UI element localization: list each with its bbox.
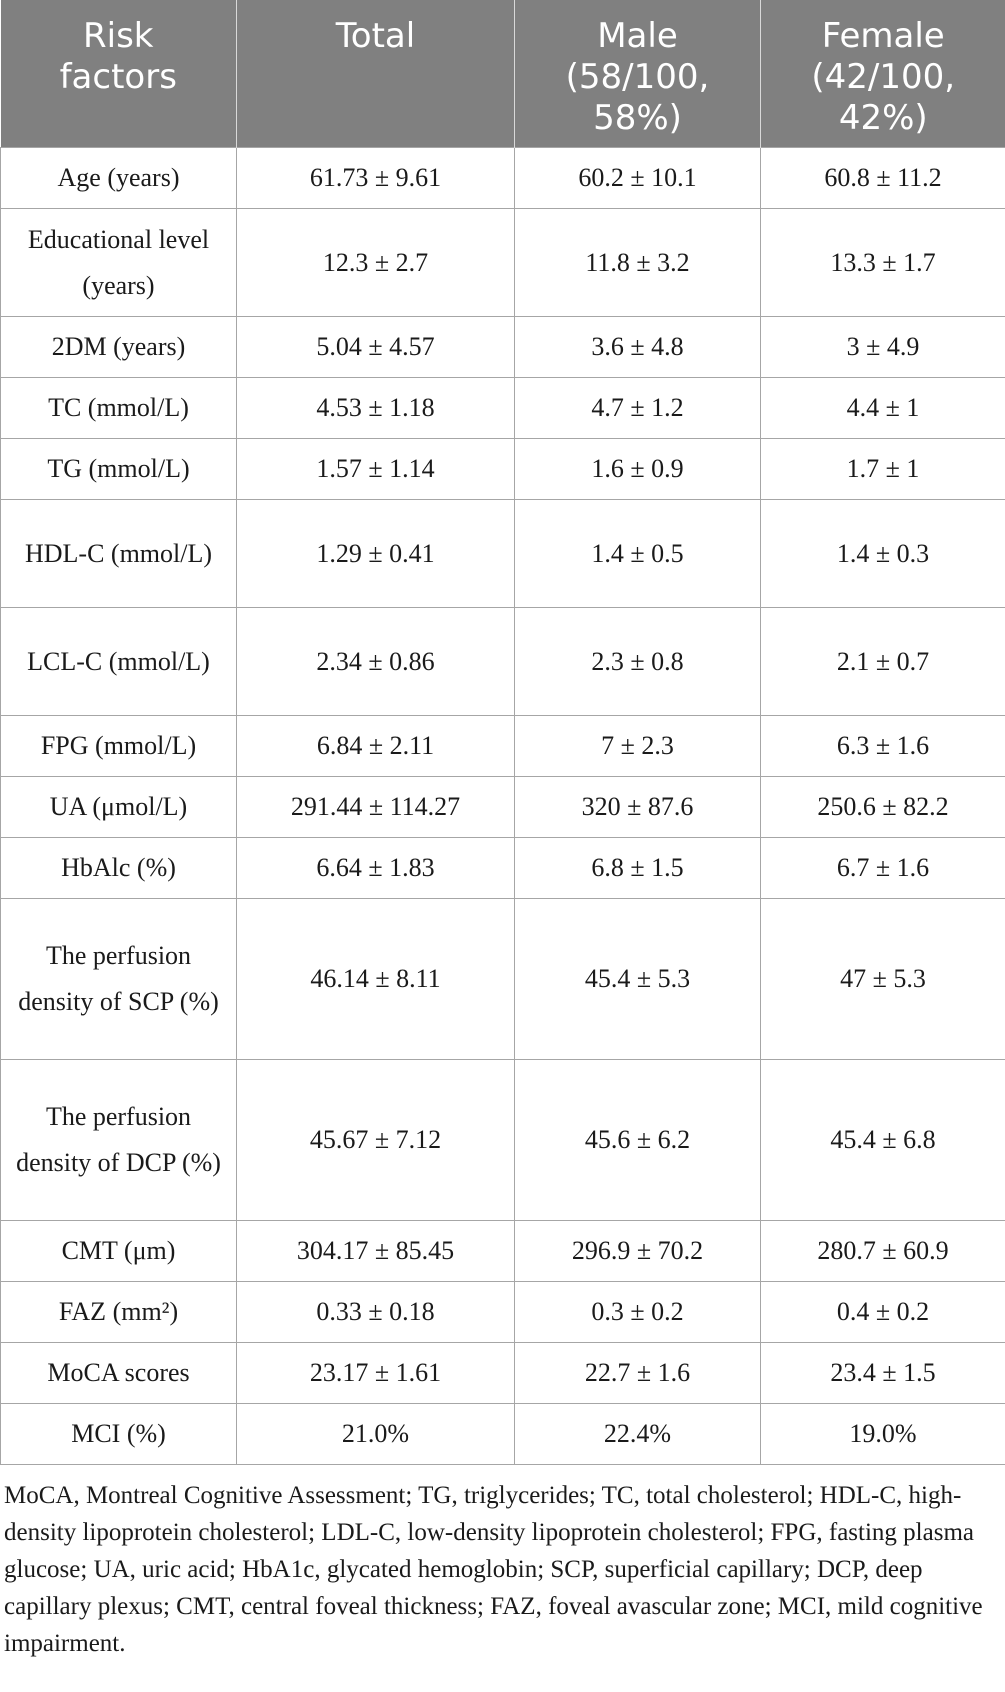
cell-total: 1.57 ± 1.14 (236, 438, 515, 500)
cell-female: 3 ± 4.9 (760, 316, 1005, 378)
table-row: UA (μmol/L) 291.44 ± 114.27 320 ± 87.6 250.… (0, 776, 1005, 838)
cell-female: 6.3 ± 1.6 (760, 715, 1005, 777)
cell-total: 21.0% (236, 1403, 515, 1465)
table-row: Educational level (years) 12.3 ± 2.7 11.8 … (0, 208, 1005, 317)
table-row: MoCA scores 23.17 ± 1.61 22.7 ± 1.6 23.4 ± … (0, 1342, 1005, 1404)
header-row: Risk factors Total Male (58/100, 58%) Femal… (0, 0, 1005, 148)
cell-male: 60.2 ± 10.1 (514, 147, 761, 209)
cell-male: 4.7 ± 1.2 (514, 377, 761, 439)
cell-total: 4.53 ± 1.18 (236, 377, 515, 439)
table-row: CMT (μm) 304.17 ± 85.45 296.9 ± 70.2 280.7 … (0, 1220, 1005, 1282)
row-label: LCL-C (mmol/L) (0, 607, 237, 716)
row-label: FPG (mmol/L) (0, 715, 237, 777)
cell-total: 6.84 ± 2.11 (236, 715, 515, 777)
cell-female: 2.1 ± 0.7 (760, 607, 1005, 716)
cell-male: 7 ± 2.3 (514, 715, 761, 777)
cell-total: 2.34 ± 0.86 (236, 607, 515, 716)
table-row: HDL-C (mmol/L) 1.29 ± 0.41 1.4 ± 0.5 1.4 ± … (0, 499, 1005, 608)
table-body: Age (years) 61.73 ± 9.61 60.2 ± 10.1 60.8 ±… (0, 147, 1005, 1465)
row-label: FAZ (mm²) (0, 1281, 237, 1343)
risk-factors-table: Risk factors Total Male (58/100, 58%) Femal… (0, 0, 1005, 1465)
table-row: HbAlc (%) 6.64 ± 1.83 6.8 ± 1.5 6.7 ± 1.6 (0, 837, 1005, 899)
cell-total: 12.3 ± 2.7 (236, 208, 515, 317)
header-risk-factors: Risk factors (0, 0, 237, 148)
row-label: MoCA scores (0, 1342, 237, 1404)
cell-total: 304.17 ± 85.45 (236, 1220, 515, 1282)
cell-female: 47 ± 5.3 (760, 898, 1005, 1060)
cell-female: 0.4 ± 0.2 (760, 1281, 1005, 1343)
cell-female: 23.4 ± 1.5 (760, 1342, 1005, 1404)
cell-male: 22.7 ± 1.6 (514, 1342, 761, 1404)
cell-female: 60.8 ± 11.2 (760, 147, 1005, 209)
cell-female: 45.4 ± 6.8 (760, 1059, 1005, 1221)
table-header: Risk factors Total Male (58/100, 58%) Femal… (0, 0, 1005, 148)
cell-female: 19.0% (760, 1403, 1005, 1465)
row-label: MCI (%) (0, 1403, 237, 1465)
cell-total: 6.64 ± 1.83 (236, 837, 515, 899)
table-row: MCI (%) 21.0% 22.4% 19.0% (0, 1403, 1005, 1465)
header-male: Male (58/100, 58%) (514, 0, 761, 148)
cell-female: 250.6 ± 82.2 (760, 776, 1005, 838)
cell-total: 5.04 ± 4.57 (236, 316, 515, 378)
cell-total: 23.17 ± 1.61 (236, 1342, 515, 1404)
table-row: Age (years) 61.73 ± 9.61 60.2 ± 10.1 60.8 ±… (0, 147, 1005, 209)
row-label: UA (μmol/L) (0, 776, 237, 838)
table-row: The perfusion density of SCP (%) 46.14 ± … (0, 898, 1005, 1060)
row-label: Age (years) (0, 147, 237, 209)
table-row: FPG (mmol/L) 6.84 ± 2.11 7 ± 2.3 6.3 ± 1.6 (0, 715, 1005, 777)
row-label: CMT (μm) (0, 1220, 237, 1282)
row-label: HbAlc (%) (0, 837, 237, 899)
table-row: FAZ (mm²) 0.33 ± 0.18 0.3 ± 0.2 0.4 ± 0.2 (0, 1281, 1005, 1343)
cell-male: 1.6 ± 0.9 (514, 438, 761, 500)
row-label: Educational level (years) (0, 208, 237, 317)
row-label: HDL-C (mmol/L) (0, 499, 237, 608)
cell-total: 291.44 ± 114.27 (236, 776, 515, 838)
header-total: Total (236, 0, 515, 148)
cell-male: 11.8 ± 3.2 (514, 208, 761, 317)
row-label: TC (mmol/L) (0, 377, 237, 439)
row-label: 2DM (years) (0, 316, 237, 378)
cell-male: 320 ± 87.6 (514, 776, 761, 838)
cell-male: 1.4 ± 0.5 (514, 499, 761, 608)
table-row: TC (mmol/L) 4.53 ± 1.18 4.7 ± 1.2 4.4 ± 1 (0, 377, 1005, 439)
cell-female: 13.3 ± 1.7 (760, 208, 1005, 317)
cell-female: 4.4 ± 1 (760, 377, 1005, 439)
cell-female: 1.7 ± 1 (760, 438, 1005, 500)
cell-female: 280.7 ± 60.9 (760, 1220, 1005, 1282)
table-row: TG (mmol/L) 1.57 ± 1.14 1.6 ± 0.9 1.7 ± 1 (0, 438, 1005, 500)
header-female: Female (42/100, 42%) (760, 0, 1005, 148)
cell-total: 61.73 ± 9.61 (236, 147, 515, 209)
cell-male: 45.4 ± 5.3 (514, 898, 761, 1060)
cell-female: 1.4 ± 0.3 (760, 499, 1005, 608)
cell-total: 46.14 ± 8.11 (236, 898, 515, 1060)
cell-total: 45.67 ± 7.12 (236, 1059, 515, 1221)
table-row: 2DM (years) 5.04 ± 4.57 3.6 ± 4.8 3 ± 4.9 (0, 316, 1005, 378)
cell-male: 6.8 ± 1.5 (514, 837, 761, 899)
table-footnote: MoCA, Montreal Cognitive Assessment; TG,… (4, 1482, 983, 1657)
cell-total: 1.29 ± 0.41 (236, 499, 515, 608)
row-label: The perfusion density of SCP (%) (0, 898, 237, 1060)
cell-male: 0.3 ± 0.2 (514, 1281, 761, 1343)
cell-male: 45.6 ± 6.2 (514, 1059, 761, 1221)
cell-female: 6.7 ± 1.6 (760, 837, 1005, 899)
table-row: The perfusion density of DCP (%) 45.67 ± … (0, 1059, 1005, 1221)
cell-male: 3.6 ± 4.8 (514, 316, 761, 378)
row-label: The perfusion density of DCP (%) (0, 1059, 237, 1221)
row-label: TG (mmol/L) (0, 438, 237, 500)
table-row: LCL-C (mmol/L) 2.34 ± 0.86 2.3 ± 0.8 2.1 ± … (0, 607, 1005, 716)
cell-male: 296.9 ± 70.2 (514, 1220, 761, 1282)
cell-male: 22.4% (514, 1403, 761, 1465)
cell-male: 2.3 ± 0.8 (514, 607, 761, 716)
cell-total: 0.33 ± 0.18 (236, 1281, 515, 1343)
